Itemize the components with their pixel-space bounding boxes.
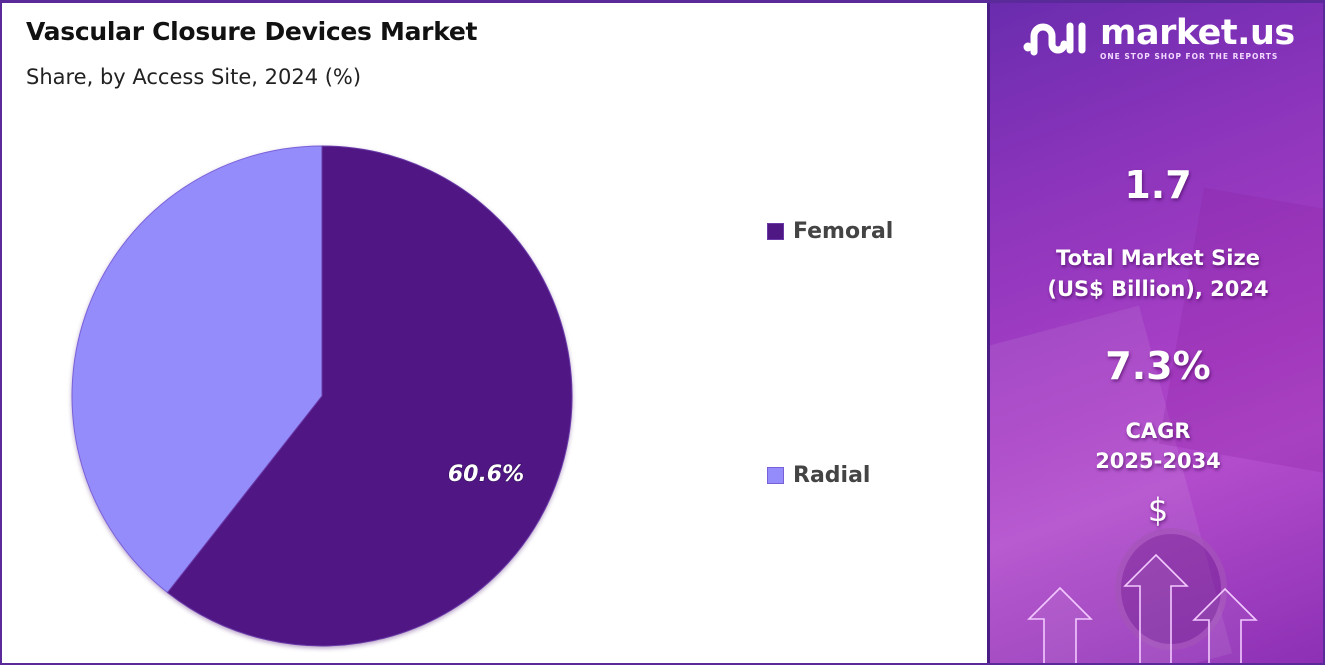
- cagr-value: 7.3%: [1105, 344, 1211, 388]
- pie-chart: 60.6%: [71, 145, 573, 647]
- legend-swatch-femoral: [767, 223, 784, 240]
- market-us-logo-icon: [1023, 22, 1086, 56]
- cagr-label-line1: CAGR: [1125, 419, 1191, 443]
- cagr-label-line2: 2025-2034: [1095, 449, 1221, 473]
- slice-label-femoral: 60.6%: [448, 462, 524, 487]
- growth-arrows-icon: [1027, 553, 1258, 663]
- pie-slice-femoral[interactable]: [166, 145, 573, 647]
- legend-item-femoral[interactable]: Femoral: [767, 219, 893, 244]
- chart-subtitle: Share, by Access Site, 2024 (%): [26, 65, 362, 89]
- legend-swatch-radial: [767, 467, 784, 484]
- brand-name: market.us: [1100, 13, 1295, 53]
- chart-title: Vascular Closure Devices Market: [26, 17, 478, 46]
- summary-sidebar: market.us ONE STOP SHOP FOR THE REPORTS …: [987, 3, 1323, 663]
- market-size-label-line2: (US$ Billion), 2024: [1047, 277, 1269, 301]
- brand-logo[interactable]: market.us ONE STOP SHOP FOR THE REPORTS: [1022, 15, 1295, 61]
- chart-panel: Vascular Closure Devices Market Share, b…: [2, 3, 987, 663]
- market-size-value: 1.7: [1124, 163, 1192, 207]
- legend-label-femoral: Femoral: [793, 219, 894, 244]
- pie-slice-radial[interactable]: [71, 145, 323, 594]
- legend-label-radial: Radial: [793, 463, 871, 488]
- dollar-icon: $: [1147, 491, 1169, 529]
- market-size-label-line1: Total Market Size: [1056, 246, 1260, 270]
- brand-tagline: ONE STOP SHOP FOR THE REPORTS: [1100, 52, 1279, 61]
- legend-item-radial[interactable]: Radial: [767, 463, 870, 488]
